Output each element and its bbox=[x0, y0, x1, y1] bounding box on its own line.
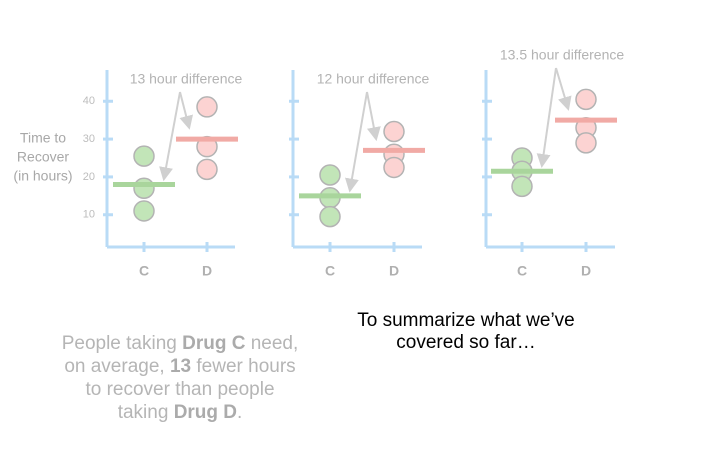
x-tick-label: D bbox=[389, 263, 399, 279]
data-point bbox=[383, 156, 405, 179]
summary-line: to recover than people bbox=[30, 378, 330, 401]
annotation-arrow bbox=[366, 91, 381, 142]
data-point bbox=[133, 145, 155, 167]
y-axis-label: (in hours) bbox=[13, 168, 72, 184]
annotation-arrow bbox=[159, 91, 181, 182]
y-tick-label: 30 bbox=[83, 133, 95, 145]
summary-emphasis: Drug D bbox=[173, 402, 238, 423]
summary-text: fewer hours bbox=[191, 356, 296, 377]
annotation: 13 hour difference bbox=[130, 71, 243, 87]
data-point bbox=[575, 132, 597, 154]
narration-line: covered so far… bbox=[396, 332, 536, 353]
summary-line: on average, 13 fewer hours bbox=[30, 355, 330, 378]
summary-text: taking bbox=[117, 402, 174, 423]
annotation-arrow bbox=[345, 91, 368, 193]
x-tick-label: D bbox=[202, 263, 212, 279]
x-tick-label: D bbox=[581, 263, 591, 279]
data-point bbox=[196, 158, 218, 181]
summary-line: taking Drug D. bbox=[30, 401, 330, 424]
summary-emphasis: 13 bbox=[169, 356, 192, 377]
narration: To summarize what we’ve covered so far… bbox=[330, 310, 602, 354]
summary-text: . bbox=[237, 402, 243, 423]
data-point bbox=[133, 200, 155, 222]
x-tick-label: C bbox=[139, 263, 149, 279]
summary-line: People taking Drug C need, bbox=[30, 332, 330, 355]
summary: People taking Drug C need, on average, 13… bbox=[30, 332, 330, 424]
summary-text: on average, bbox=[64, 356, 170, 377]
annotation: 13.5 hour difference bbox=[500, 47, 624, 63]
data-point bbox=[319, 164, 341, 186]
data-point bbox=[575, 88, 597, 111]
narration-line: To summarize what we’ve bbox=[357, 310, 575, 331]
summary-text: to recover than people bbox=[85, 379, 275, 400]
annotation: 12 hour difference bbox=[317, 71, 430, 87]
data-point bbox=[196, 96, 218, 118]
annotation-arrow bbox=[179, 91, 193, 130]
summary-text: People taking bbox=[61, 333, 183, 354]
data-point bbox=[511, 175, 533, 198]
annotation-arrow bbox=[536, 67, 557, 169]
y-tick-label: 40 bbox=[83, 95, 95, 107]
y-axis-label: Time to bbox=[20, 130, 66, 146]
x-tick-label: C bbox=[517, 263, 527, 279]
y-tick-label: 20 bbox=[83, 171, 95, 183]
y-tick-label: 10 bbox=[83, 209, 95, 221]
y-axis-label: Recover bbox=[17, 149, 69, 165]
data-point bbox=[319, 205, 341, 228]
annotation-arrow bbox=[555, 67, 572, 111]
summary-text: need, bbox=[245, 333, 299, 354]
summary-emphasis: Drug C bbox=[182, 333, 246, 354]
data-point bbox=[383, 120, 405, 143]
data-point bbox=[133, 177, 155, 200]
x-tick-label: C bbox=[325, 263, 335, 279]
